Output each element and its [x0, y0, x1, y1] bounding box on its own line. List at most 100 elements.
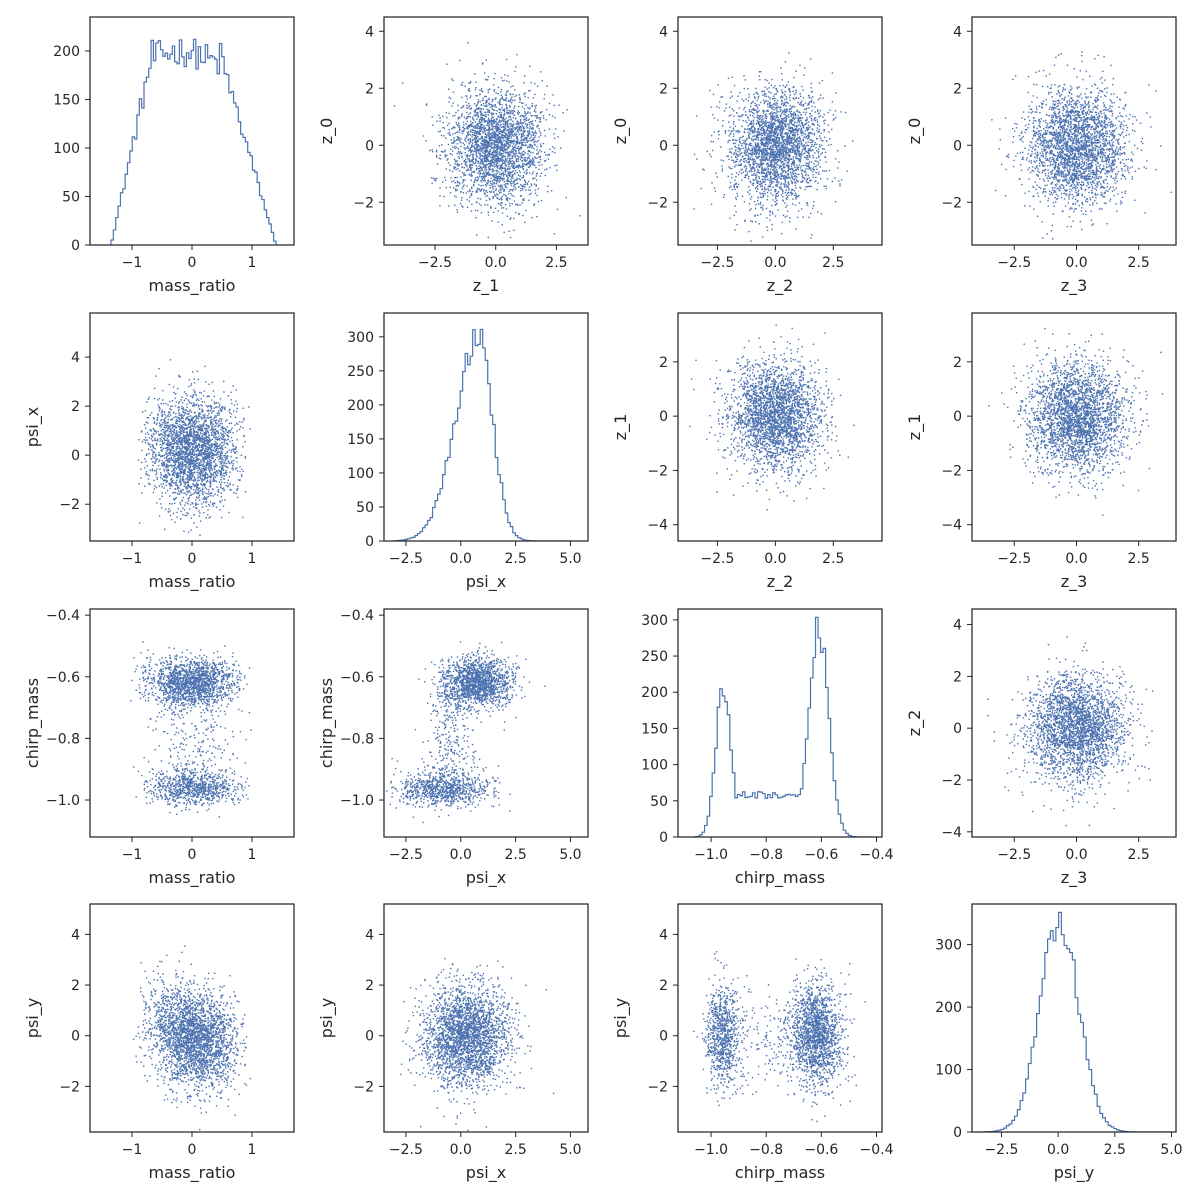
- scatter-point: [475, 112, 477, 114]
- scatter-point: [551, 115, 554, 117]
- scatter-point: [447, 158, 449, 160]
- scatter-point: [747, 147, 750, 149]
- scatter-point: [757, 143, 760, 145]
- scatter-point: [527, 146, 529, 148]
- scatter-point: [732, 139, 734, 141]
- scatter-point: [760, 128, 762, 130]
- scatter-point: [723, 196, 725, 198]
- scatter-point: [488, 127, 490, 130]
- scatter-point: [524, 130, 526, 132]
- scatter-point: [724, 130, 727, 132]
- scatter-point: [474, 130, 476, 132]
- x-axis-label: z_1: [473, 276, 500, 296]
- scatter-point: [765, 142, 767, 144]
- scatter-point: [768, 173, 771, 176]
- scatter-point: [802, 97, 805, 99]
- scatter-point: [452, 102, 454, 104]
- scatter-point: [732, 159, 735, 162]
- scatter-point: [524, 123, 527, 125]
- scatter-point: [485, 111, 487, 113]
- scatter-point: [786, 142, 788, 144]
- scatter-point: [780, 194, 783, 196]
- scatter-point: [805, 162, 807, 164]
- scatter-point: [785, 172, 787, 174]
- scatter-point: [736, 186, 738, 189]
- scatter-point: [786, 135, 788, 137]
- scatter-point: [511, 124, 514, 126]
- scatter-point: [797, 119, 800, 121]
- scatter-point: [530, 151, 532, 154]
- scatter-point: [824, 151, 827, 153]
- scatter-point: [506, 179, 508, 182]
- scatter-point: [484, 138, 486, 141]
- scatter-point: [511, 145, 513, 147]
- scatter-point: [790, 163, 793, 165]
- x-axis-label: mass_ratio: [149, 276, 236, 296]
- scatter-point: [803, 103, 805, 106]
- scatter-point: [755, 176, 757, 179]
- scatter-point: [453, 141, 455, 143]
- scatter-point: [466, 104, 468, 107]
- scatter-point: [492, 99, 494, 101]
- scatter-point: [770, 136, 772, 138]
- scatter-point: [473, 150, 475, 152]
- scatter-point: [500, 116, 502, 118]
- scatter-point: [487, 174, 490, 176]
- scatter-point: [495, 97, 497, 99]
- scatter-point: [491, 160, 493, 163]
- scatter-point: [492, 197, 494, 199]
- scatter-point: [500, 140, 502, 142]
- scatter-point: [505, 161, 507, 163]
- scatter-point: [483, 157, 486, 159]
- scatter-point: [481, 158, 483, 160]
- scatter-point: [523, 171, 525, 174]
- scatter-point: [511, 157, 513, 159]
- scatter-point: [510, 135, 512, 137]
- scatter-point: [538, 121, 541, 123]
- scatter-point: [807, 168, 809, 170]
- scatter-point: [481, 139, 483, 142]
- scatter-point: [485, 195, 487, 197]
- scatter-point: [749, 152, 752, 154]
- scatter-point: [761, 148, 763, 151]
- scatter-point: [770, 126, 772, 128]
- scatter-point: [507, 139, 509, 141]
- scatter-point: [791, 182, 793, 185]
- scatter-point: [812, 122, 814, 125]
- scatter-point: [468, 124, 470, 127]
- scatter-point: [472, 116, 474, 119]
- scatter-point: [512, 165, 514, 167]
- scatter-point: [522, 130, 525, 132]
- scatter-point: [475, 114, 477, 116]
- scatter-point: [785, 143, 787, 146]
- scatter-point: [733, 110, 735, 112]
- scatter-point: [806, 165, 808, 167]
- scatter-point: [803, 133, 805, 135]
- scatter-point: [521, 125, 523, 127]
- scatter-point: [783, 113, 785, 115]
- scatter-point: [776, 110, 778, 112]
- scatter-point: [818, 173, 820, 176]
- scatter-point: [779, 141, 781, 144]
- scatter-point: [759, 192, 761, 194]
- scatter-point: [479, 162, 481, 164]
- scatter-point: [531, 103, 533, 105]
- scatter-point: [819, 94, 822, 96]
- scatter-point: [518, 105, 520, 108]
- scatter-point: [477, 107, 480, 109]
- scatter-point: [773, 174, 775, 176]
- scatter-point: [500, 114, 502, 116]
- scatter-point: [471, 187, 473, 190]
- scatter-point: [774, 201, 776, 203]
- scatter-point: [501, 159, 503, 162]
- scatter-point: [765, 156, 767, 159]
- scatter-point: [466, 111, 468, 114]
- scatter-point: [433, 179, 436, 181]
- scatter-point: [818, 144, 821, 146]
- scatter-point: [495, 188, 497, 190]
- scatter-point: [444, 150, 446, 153]
- scatter-point: [519, 96, 521, 99]
- scatter-point: [809, 147, 811, 150]
- scatter-point: [742, 155, 744, 158]
- scatter-point: [513, 167, 516, 170]
